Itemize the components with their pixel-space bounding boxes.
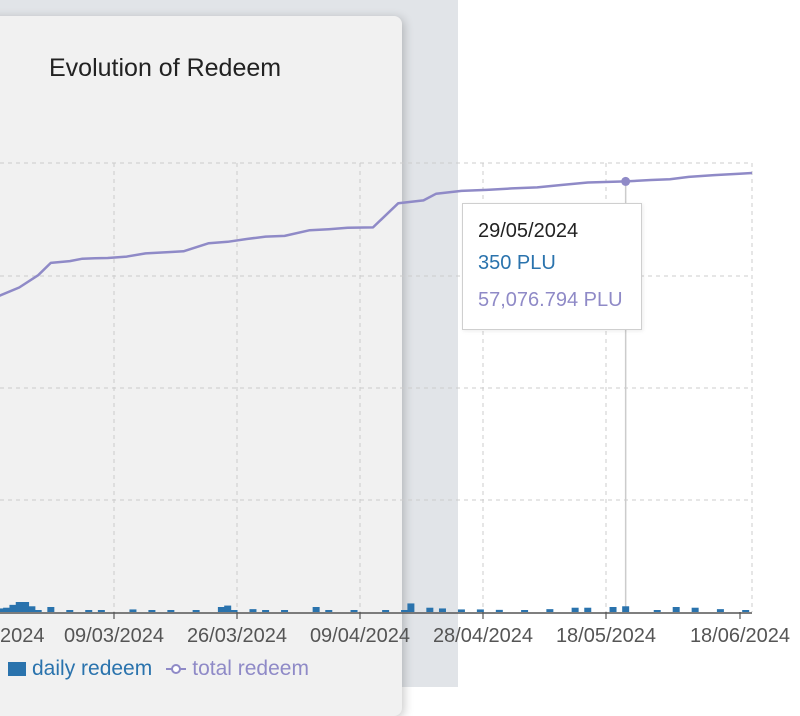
daily-redeem-bar [476,609,484,612]
daily-redeem-bar [571,607,579,612]
tooltip-date: 29/05/2024 [478,220,579,242]
daily-redeem-bar [192,610,200,612]
daily-redeem-bar [495,609,503,612]
x-tick-label: 18/05/2024 [556,625,656,647]
daily-redeem-bar [438,608,446,612]
daily-redeem-bar [691,607,699,612]
chart-panel [0,16,402,716]
daily-redeem-bar [325,610,333,612]
daily-redeem-bar [249,609,257,612]
daily-redeem-bar [382,610,390,612]
daily-redeem-bar [716,609,724,612]
x-tick-label: 28/04/2024 [433,625,533,647]
daily-redeem-bar [609,607,617,612]
legend-item-daily-redeem[interactable]: daily redeem [8,657,152,681]
legend-label-total-redeem: total redeem [192,657,309,680]
daily-redeem-bar [15,602,23,612]
chart-svg: 2024 09/03/2024 26/03/2024 09/04/2024 28/04/… [0,162,790,647]
daily-redeem-bar [350,610,358,612]
bar-swatch-icon [8,662,26,676]
daily-redeem-bar [47,607,55,612]
legend-item-total-redeem[interactable]: total redeem [166,657,309,681]
daily-redeem-bar [230,610,238,612]
daily-redeem-bar [0,608,4,612]
chart-tooltip: 29/05/2024 350 PLU 57,076.794 PLU [462,203,642,330]
line-marker-icon [166,664,187,674]
active-point-marker [621,176,631,186]
chart-legend: daily redeem total redeem [8,655,323,683]
x-tick-label: 26/03/2024 [187,625,287,647]
daily-redeem-bar [742,610,750,612]
daily-redeem-bar [426,607,434,612]
daily-redeem-bar [224,605,232,612]
daily-redeem-bar [584,607,592,612]
x-tick-label: 18/06/2024 [690,625,790,647]
x-tick-label: 2024 [0,625,45,647]
daily-redeem-bar [622,606,630,612]
tooltip-total-value: 57,076.794 PLU [478,289,623,311]
daily-redeem-bar [66,610,74,612]
x-tick-label: 09/04/2024 [310,625,410,647]
daily-redeem-bar [97,610,105,612]
daily-redeem-bar [3,607,11,612]
tooltip-daily-value: 350 PLU [478,252,556,274]
daily-redeem-bar [167,610,175,612]
daily-redeem-bar [401,610,409,612]
daily-redeem-bar [85,610,93,612]
daily-redeem-bar [9,604,17,612]
daily-redeem-bar [262,610,270,612]
daily-redeem-bar [457,609,465,612]
daily-redeem-bar [407,603,415,612]
daily-redeem-bar [521,610,529,612]
daily-redeem-bar [653,610,661,612]
daily-redeem-bar [28,606,36,612]
daily-redeem-bar [22,602,30,612]
daily-redeem-bar [546,609,554,612]
daily-redeem-bar [312,607,320,612]
daily-redeem-bar [129,609,137,612]
daily-redeem-bar [148,610,156,612]
daily-redeem-bar [217,607,225,612]
daily-redeem-bar [672,607,680,612]
daily-redeem-bar [34,610,42,612]
x-tick-label: 09/03/2024 [64,625,164,647]
chart-title: Evolution of Redeem [49,54,282,82]
legend-label-daily-redeem: daily redeem [32,657,153,680]
daily-redeem-bar [281,610,289,612]
